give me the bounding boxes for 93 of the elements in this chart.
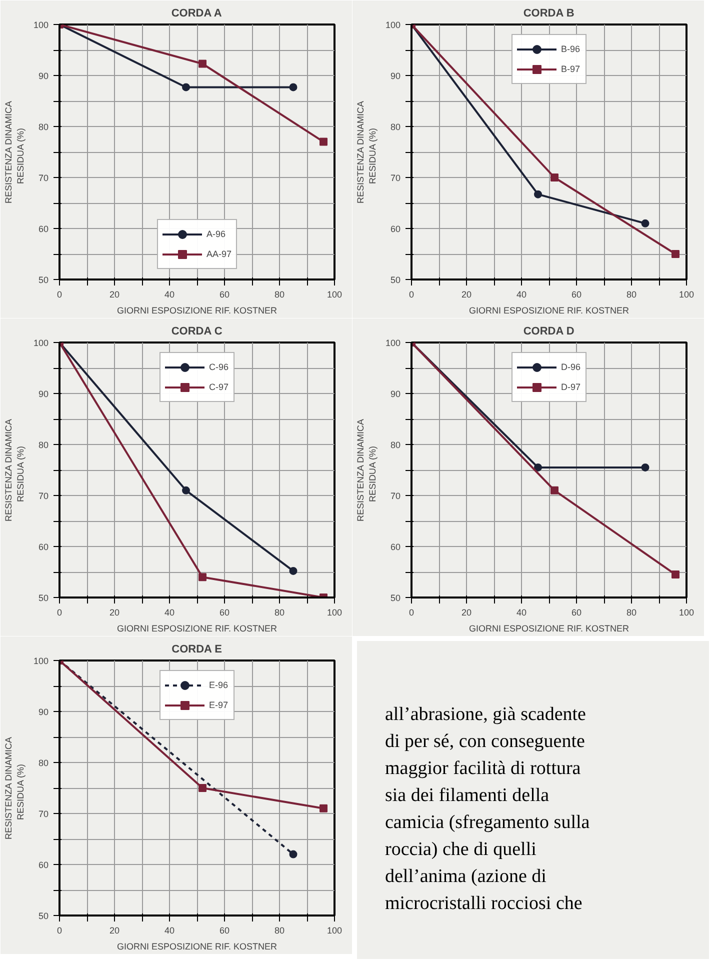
x-tick-label: 40 [516, 290, 527, 300]
x-tick-label: 0 [56, 926, 62, 936]
text: camicia (sfregamento sulla [385, 812, 590, 833]
x-tick-label: 20 [109, 926, 120, 936]
legend-label: C-97 [209, 382, 229, 392]
y-tick-label: 90 [38, 389, 49, 399]
y-tick-label: 50 [38, 275, 49, 285]
text: maggior facilità di rottura [385, 758, 581, 779]
y-tick-label: 90 [390, 389, 401, 399]
y-tick-label: 50 [390, 275, 401, 285]
y-tick-label: 70 [38, 809, 49, 819]
y-tick-label: 80 [38, 122, 49, 132]
x-tick-label: 0 [408, 290, 414, 300]
x-tick-label: 0 [56, 608, 62, 618]
y-axis-title: RESISTENZA DINAMICA RESIDUA (%) [3, 418, 26, 522]
x-tick-label: 60 [571, 290, 582, 300]
x-tick-label: 20 [109, 608, 120, 618]
x-tick-label: 60 [571, 608, 582, 618]
text: roccia) che di quelli [385, 839, 536, 860]
x-axis-title: GIORNI ESPOSIZIONE RIF. KOSTNER [116, 624, 278, 634]
y-axis-title: RESISTENZA DINAMICA RESIDUA (%) [355, 100, 378, 204]
y-axis-title: RESISTENZA DINAMICA RESIDUA (%) [3, 736, 26, 840]
x-tick-label: 0 [408, 608, 414, 618]
y-tick-label: 80 [390, 122, 401, 132]
x-tick-label: 20 [461, 290, 472, 300]
x-tick-label: 100 [326, 608, 342, 618]
x-tick-label: 80 [274, 926, 285, 936]
x-tick-label: 20 [461, 608, 472, 618]
legend-label: C-96 [209, 362, 229, 372]
y-tick-label: 50 [390, 593, 401, 603]
y-tick-label: 60 [38, 542, 49, 552]
text: sia dei filamenti della [385, 785, 550, 806]
y-tick-label: 60 [390, 542, 401, 552]
x-tick-label: 80 [626, 290, 637, 300]
chart-title: CORDA C [171, 326, 222, 338]
chart-title: CORDA E [172, 644, 222, 656]
chart-title: CORDA A [171, 8, 222, 20]
text: dell’anima (azione di [385, 866, 546, 887]
x-axis-title: GIORNI ESPOSIZIONE RIF. KOSTNER [468, 624, 630, 634]
x-axis-title: GIORNI ESPOSIZIONE RIF. KOSTNER [116, 942, 278, 952]
y-tick-label: 80 [38, 440, 49, 450]
x-tick-label: 80 [626, 608, 637, 618]
x-tick-label: 40 [164, 926, 175, 936]
x-tick-label: 60 [219, 608, 230, 618]
legend-label: B-96 [561, 44, 581, 54]
legend-label: E-96 [209, 680, 229, 690]
x-tick-label: 40 [164, 290, 175, 300]
text: di per sé, con conseguente [385, 731, 585, 752]
y-tick-label: 90 [38, 71, 49, 81]
legend-label: E-97 [209, 700, 229, 710]
y-tick-label: 100 [385, 20, 401, 30]
x-tick-label: 60 [219, 926, 230, 936]
y-tick-label: 100 [33, 20, 49, 30]
x-tick-label: 100 [326, 926, 342, 936]
x-tick-label: 20 [109, 290, 120, 300]
x-axis-title: GIORNI ESPOSIZIONE RIF. KOSTNER [468, 306, 630, 316]
y-tick-label: 90 [38, 707, 49, 717]
y-tick-label: 50 [38, 911, 49, 921]
y-tick-label: 100 [385, 338, 401, 348]
x-tick-label: 100 [326, 290, 342, 300]
x-axis-title: GIORNI ESPOSIZIONE RIF. KOSTNER [116, 306, 278, 316]
x-tick-label: 80 [274, 608, 285, 618]
y-tick-label: 60 [390, 224, 401, 234]
legend-label: A-96 [206, 229, 226, 239]
y-tick-label: 80 [38, 758, 49, 768]
y-tick-label: 90 [390, 71, 401, 81]
y-tick-label: 70 [390, 491, 401, 501]
chart-title: CORDA D [523, 326, 574, 338]
y-tick-label: 100 [33, 656, 49, 666]
x-tick-label: 100 [678, 608, 694, 618]
y-tick-label: 70 [38, 491, 49, 501]
text: microcristalli rocciosi che [385, 893, 582, 914]
legend-label: D-97 [561, 382, 581, 392]
x-tick-label: 40 [164, 608, 175, 618]
chart-title: CORDA B [523, 8, 574, 20]
y-tick-label: 70 [38, 173, 49, 183]
y-tick-label: 60 [38, 224, 49, 234]
y-axis-title: RESISTENZA DINAMICA RESIDUA (%) [3, 100, 26, 204]
x-tick-label: 80 [274, 290, 285, 300]
legend-label: AA-97 [206, 249, 232, 259]
y-tick-label: 100 [33, 338, 49, 348]
y-tick-label: 50 [38, 593, 49, 603]
text: all’abrasione, già scadente [385, 704, 586, 725]
x-tick-label: 100 [678, 290, 694, 300]
y-tick-label: 70 [390, 173, 401, 183]
y-tick-label: 80 [390, 440, 401, 450]
x-tick-label: 40 [516, 608, 527, 618]
legend-label: D-96 [561, 362, 581, 372]
y-tick-label: 60 [38, 860, 49, 870]
legend-label: B-97 [561, 64, 581, 74]
x-tick-label: 60 [219, 290, 230, 300]
y-axis-title: RESISTENZA DINAMICA RESIDUA (%) [355, 418, 378, 522]
x-tick-label: 0 [56, 290, 62, 300]
